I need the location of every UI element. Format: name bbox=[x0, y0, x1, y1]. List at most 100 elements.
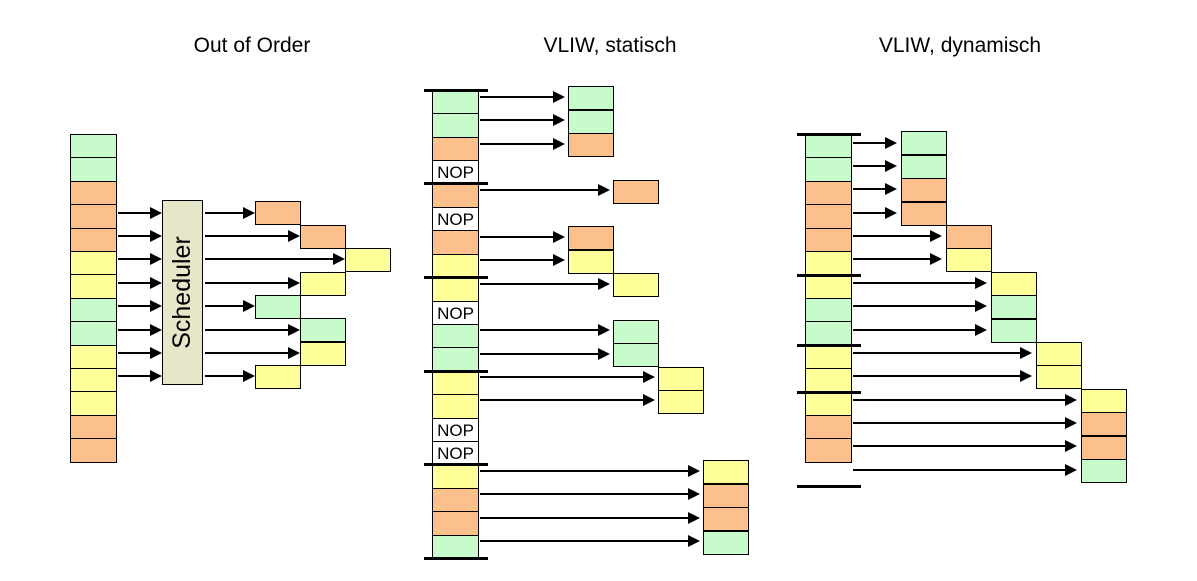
queue-cell bbox=[70, 227, 117, 253]
arrow-head bbox=[288, 230, 300, 242]
execution-block bbox=[703, 484, 749, 508]
arrow-shaft bbox=[205, 235, 289, 238]
arrow-shaft bbox=[853, 305, 976, 308]
arrow-head bbox=[643, 371, 655, 383]
issue-arrow bbox=[480, 394, 655, 406]
arrow-shaft bbox=[205, 375, 244, 378]
issue-arrow bbox=[205, 370, 255, 382]
queue-cell bbox=[70, 204, 117, 230]
dispatch-arrow bbox=[118, 300, 162, 312]
issue-arrow bbox=[480, 488, 700, 500]
queue-cell bbox=[432, 136, 479, 162]
issue-arrow bbox=[853, 160, 897, 172]
execution-block bbox=[901, 131, 947, 155]
issue-arrow bbox=[205, 300, 255, 312]
queue-cell bbox=[805, 274, 852, 300]
queue-cell bbox=[70, 251, 117, 276]
arrow-head bbox=[688, 465, 700, 477]
arrow-head bbox=[930, 253, 942, 265]
queue-cell bbox=[805, 344, 852, 370]
arrow-shaft bbox=[853, 329, 976, 332]
arrow-shaft bbox=[480, 96, 554, 99]
arrow-shaft bbox=[118, 282, 151, 285]
arrow-head bbox=[643, 394, 655, 406]
issue-arrow bbox=[480, 254, 565, 266]
arrow-head bbox=[598, 324, 610, 336]
execution-block bbox=[568, 133, 614, 157]
dispatch-arrow bbox=[118, 253, 162, 265]
queue-cell bbox=[70, 391, 117, 417]
bundle-separator bbox=[424, 89, 488, 92]
arrow-shaft bbox=[480, 353, 599, 356]
arrow-shaft bbox=[480, 329, 599, 332]
execution-block bbox=[1036, 365, 1082, 389]
execution-block bbox=[255, 295, 301, 319]
arrow-head bbox=[885, 160, 897, 172]
execution-block bbox=[703, 507, 749, 531]
issue-arrow bbox=[480, 512, 700, 524]
arrow-head bbox=[1065, 464, 1077, 476]
arrow-head bbox=[288, 324, 300, 336]
issue-arrow bbox=[853, 394, 1077, 406]
arrow-shaft bbox=[118, 352, 151, 355]
arrow-shaft bbox=[853, 142, 886, 145]
issue-arrow bbox=[853, 137, 897, 149]
arrow-head bbox=[553, 231, 565, 243]
queue-cell bbox=[432, 324, 479, 349]
arrow-shaft bbox=[205, 212, 244, 215]
queue-cell bbox=[805, 227, 852, 253]
execution-block bbox=[901, 178, 947, 202]
execution-block bbox=[1081, 412, 1127, 436]
issue-arrow bbox=[205, 324, 300, 336]
arrow-shaft bbox=[853, 235, 931, 238]
execution-block bbox=[1081, 436, 1127, 460]
issue-arrow bbox=[205, 207, 255, 219]
arrow-head bbox=[1065, 440, 1077, 452]
arrow-shaft bbox=[480, 236, 554, 239]
bundle-separator bbox=[424, 370, 488, 373]
execution-block bbox=[300, 342, 346, 366]
issue-arrow bbox=[853, 230, 942, 242]
execution-block bbox=[255, 365, 301, 389]
arrow-shaft bbox=[480, 493, 689, 496]
queue-cell bbox=[805, 157, 852, 183]
execution-block bbox=[1081, 459, 1127, 483]
dispatch-arrow bbox=[118, 207, 162, 219]
queue-cell bbox=[805, 414, 852, 440]
execution-block bbox=[568, 250, 614, 274]
panel-title-vliw-statisch: VLIW, statisch bbox=[543, 34, 677, 57]
arrow-head bbox=[150, 300, 162, 312]
arrow-head bbox=[553, 114, 565, 126]
issue-arrow bbox=[853, 207, 897, 219]
execution-block bbox=[300, 225, 346, 249]
arrow-shaft bbox=[853, 422, 1066, 425]
arrow-shaft bbox=[853, 399, 1066, 402]
execution-block bbox=[703, 531, 749, 555]
queue-cell bbox=[432, 90, 479, 115]
issue-arrow bbox=[853, 253, 942, 265]
arrow-shaft bbox=[480, 517, 689, 520]
arrow-shaft bbox=[853, 445, 1066, 448]
bundle-separator bbox=[797, 133, 861, 136]
queue-cell bbox=[432, 394, 479, 420]
execution-block bbox=[703, 460, 749, 484]
queue-cell bbox=[805, 321, 852, 347]
arrow-head bbox=[553, 254, 565, 266]
arrow-head bbox=[150, 347, 162, 359]
arrow-shaft bbox=[118, 258, 151, 261]
dispatch-arrow bbox=[118, 230, 162, 242]
arrow-head bbox=[688, 512, 700, 524]
arrow-head bbox=[930, 230, 942, 242]
issue-arrow bbox=[853, 440, 1077, 452]
arrow-shaft bbox=[853, 375, 1021, 378]
execution-block bbox=[568, 86, 614, 110]
arrow-head bbox=[150, 230, 162, 242]
arrow-head bbox=[885, 137, 897, 149]
bundle-separator bbox=[424, 557, 488, 560]
arrow-head bbox=[885, 183, 897, 195]
queue-cell bbox=[70, 368, 117, 393]
queue-cell bbox=[805, 438, 852, 464]
arrow-head bbox=[1020, 370, 1032, 382]
issue-arrow bbox=[853, 277, 987, 289]
arrow-head bbox=[150, 207, 162, 219]
